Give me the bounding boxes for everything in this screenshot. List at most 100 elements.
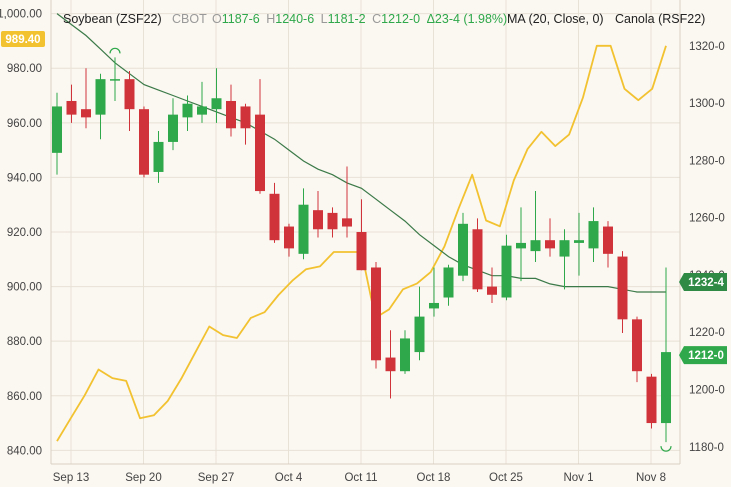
candle-body xyxy=(211,98,222,110)
left-tick-label: 1,000.00 xyxy=(0,9,42,21)
candle-body xyxy=(327,212,338,230)
open-label: O xyxy=(212,12,222,26)
candle-body xyxy=(545,240,555,249)
x-tick-label: Oct 11 xyxy=(344,472,377,484)
candle-body xyxy=(632,319,642,372)
candle-body xyxy=(429,302,439,309)
candle-body xyxy=(603,226,613,254)
candle-body xyxy=(52,106,62,153)
candle-down xyxy=(255,79,265,194)
right-tick-label: 1260-0 xyxy=(689,213,725,225)
candle-body xyxy=(371,267,381,361)
candle-down xyxy=(139,106,149,178)
candle-up xyxy=(559,229,570,290)
candle-up xyxy=(588,207,599,263)
left-tick-label: 940.00 xyxy=(7,172,42,184)
close-value: 1212-0 xyxy=(381,12,420,26)
legend-symbol: Soybean (ZSF22) xyxy=(63,12,162,26)
candle-down xyxy=(632,316,642,383)
candle-body xyxy=(110,79,120,81)
low-label: L xyxy=(321,12,328,26)
grid xyxy=(50,0,681,465)
candle-body xyxy=(487,286,497,295)
candle-up xyxy=(211,68,222,123)
top-price-badge xyxy=(1,31,45,47)
left-tick-label: 920.00 xyxy=(7,227,42,239)
candle-body xyxy=(443,267,454,298)
high-value: 1240-6 xyxy=(275,12,314,26)
open-value: 1187-6 xyxy=(222,12,260,26)
candle-body xyxy=(385,357,396,372)
candle-down xyxy=(487,267,497,303)
candle-body xyxy=(617,256,628,320)
candle-down xyxy=(356,199,367,271)
candle-body xyxy=(182,103,193,118)
candle-body xyxy=(516,242,526,249)
legend-ohlc: O1187-6 H1240-6 L1181-2 C1212-0 Δ23-4 (1… xyxy=(212,12,507,26)
high-label: H xyxy=(266,12,275,26)
top-price-badge-text: 989.40 xyxy=(5,34,40,46)
x-tick-label: Sep 13 xyxy=(53,472,89,484)
low-value: 1181-2 xyxy=(328,12,366,26)
candle-body xyxy=(269,193,280,241)
swing-low-marker xyxy=(660,446,672,452)
candle-body xyxy=(284,226,294,249)
candle-up xyxy=(182,95,193,132)
candle-body xyxy=(646,376,657,424)
candles xyxy=(52,57,671,443)
candle-up xyxy=(400,330,410,374)
candle-body xyxy=(400,338,410,372)
candle-body xyxy=(81,109,91,118)
candle-down xyxy=(342,166,352,238)
candle-down xyxy=(646,373,657,429)
candle-body xyxy=(588,221,599,249)
candle-body xyxy=(559,240,570,257)
candle-up xyxy=(501,234,512,301)
left-tick-label: 840.00 xyxy=(7,445,42,457)
candle-up xyxy=(574,212,584,276)
current-price-badge-text: 1212-0 xyxy=(688,350,724,362)
candle-body xyxy=(414,316,425,353)
left-tick-label: 900.00 xyxy=(7,282,42,294)
change-value: Δ23-4 (1.98%) xyxy=(427,12,508,26)
candle-down xyxy=(269,182,280,243)
candle-up xyxy=(95,73,106,140)
right-axis: 1180-01200-01220-01240-01260-01280-01300… xyxy=(689,41,725,454)
x-tick-label: Sep 20 xyxy=(125,472,161,484)
x-axis: Sep 13 Sep 20 Sep 27 Oct 4 Oct 11 Oct 18 Oct 2… xyxy=(53,472,666,484)
candle-up xyxy=(443,264,454,306)
candle-body xyxy=(356,232,367,271)
candle-body xyxy=(298,204,309,254)
candle-up xyxy=(153,131,164,183)
x-tick-label: Sep 27 xyxy=(198,472,234,484)
current-price-badge xyxy=(679,346,727,365)
candle-up xyxy=(516,207,526,282)
candle-up xyxy=(414,286,425,361)
left-tick-label: 880.00 xyxy=(7,336,42,348)
candle-up xyxy=(168,98,178,151)
candle-body xyxy=(530,240,541,252)
right-tick-label: 1280-0 xyxy=(689,155,725,167)
left-tick-label: 980.00 xyxy=(7,63,42,75)
candle-down xyxy=(603,221,613,268)
candle-up xyxy=(52,92,62,175)
candle-down xyxy=(385,330,396,399)
candle-body xyxy=(95,79,106,115)
x-tick-label: Oct 25 xyxy=(489,472,523,484)
candle-body xyxy=(458,223,468,276)
markers xyxy=(109,47,672,452)
right-price-badge-text: 1232-4 xyxy=(688,277,724,289)
candle-down xyxy=(313,191,323,238)
x-tick-label: Nov 1 xyxy=(563,472,593,484)
candle-body xyxy=(255,114,265,192)
legend-ma: MA (20, Close, 0) xyxy=(507,12,604,26)
candle-down xyxy=(66,84,77,123)
right-tick-label: 1220-0 xyxy=(689,327,725,339)
candle-body xyxy=(66,100,77,115)
candle-body xyxy=(153,141,164,172)
legend-exchange: CBOT xyxy=(172,12,207,26)
candle-body xyxy=(661,352,671,424)
x-tick-label: Nov 8 xyxy=(636,472,666,484)
candle-body xyxy=(313,210,323,230)
